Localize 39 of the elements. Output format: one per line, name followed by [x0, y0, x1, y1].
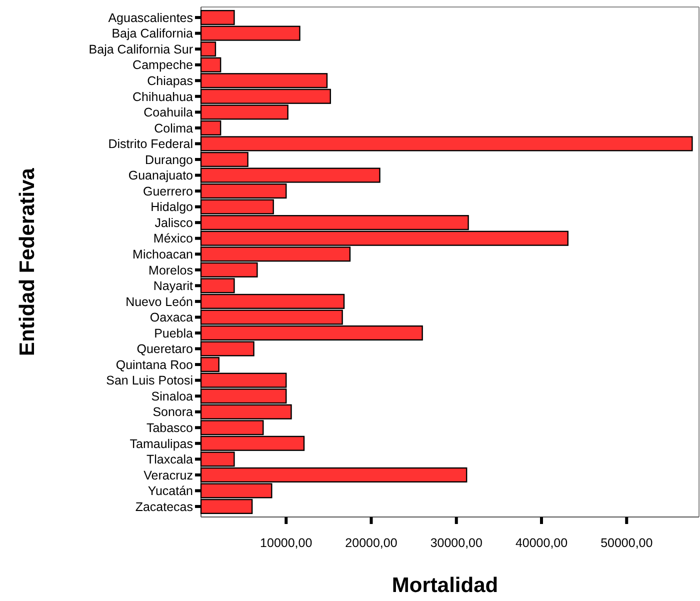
y-tick-label: Tlaxcala — [146, 452, 194, 467]
y-tick-label: Guanajuato — [128, 168, 194, 183]
y-tick-label: Morelos — [148, 263, 193, 278]
x-tick-label: 50000,00 — [600, 536, 653, 550]
y-tick-label: Colima — [154, 121, 194, 136]
x-tick-label: 20000,00 — [345, 536, 398, 550]
y-tick-label: Hidalgo — [150, 200, 194, 214]
y-tick-label: Nayarit — [153, 279, 194, 294]
y-tick-label: Zacatecas — [135, 500, 193, 514]
y-tick-label: Tamaulipas — [130, 436, 193, 451]
y-tick-label: Baja California Sur — [88, 42, 193, 56]
x-axis-title: Mortalidad — [392, 574, 498, 597]
y-tick-label: Oaxaca — [150, 310, 194, 325]
y-tick-label: Campeche — [132, 58, 194, 72]
y-tick-label: Aguascalientes — [108, 10, 193, 25]
y-tick-label: Baja California — [112, 26, 194, 41]
y-tick-label: Yucatán — [148, 484, 194, 498]
y-tick-label: Guerrero — [142, 184, 194, 198]
y-tick-label: San Luis Potosi — [106, 374, 193, 388]
y-tick-label: Durango — [145, 152, 194, 167]
y-tick-label: Queretaro — [136, 342, 194, 356]
x-tick-label: 40000,00 — [515, 536, 568, 550]
y-tick-label: Sonora — [152, 405, 194, 420]
y-tick-label: Chihuahua — [132, 90, 194, 104]
y-tick-label: Nuevo León — [126, 294, 194, 309]
x-tick-label: 10000,00 — [260, 536, 312, 550]
y-tick-label: Sinaloa — [151, 389, 194, 404]
x-tick-label: 30000,00 — [430, 536, 482, 550]
y-tick-label: Veracruz — [144, 468, 193, 482]
y-tick-label: Quintana Roo — [116, 358, 194, 372]
y-tick-label: Tabasco — [146, 420, 194, 435]
y-tick-label: Coahuila — [144, 106, 194, 120]
y-tick-label: Puebla — [154, 326, 194, 340]
y-tick-label: Distrito Federal — [108, 137, 193, 152]
y-tick-label: Michoacan — [132, 247, 194, 262]
y-tick-label: México — [153, 232, 194, 246]
y-tick-label: Jalisco — [154, 216, 194, 230]
y-tick-label: Chiapas — [147, 74, 193, 88]
y-axis-title: Entidad Federativa — [16, 168, 39, 356]
